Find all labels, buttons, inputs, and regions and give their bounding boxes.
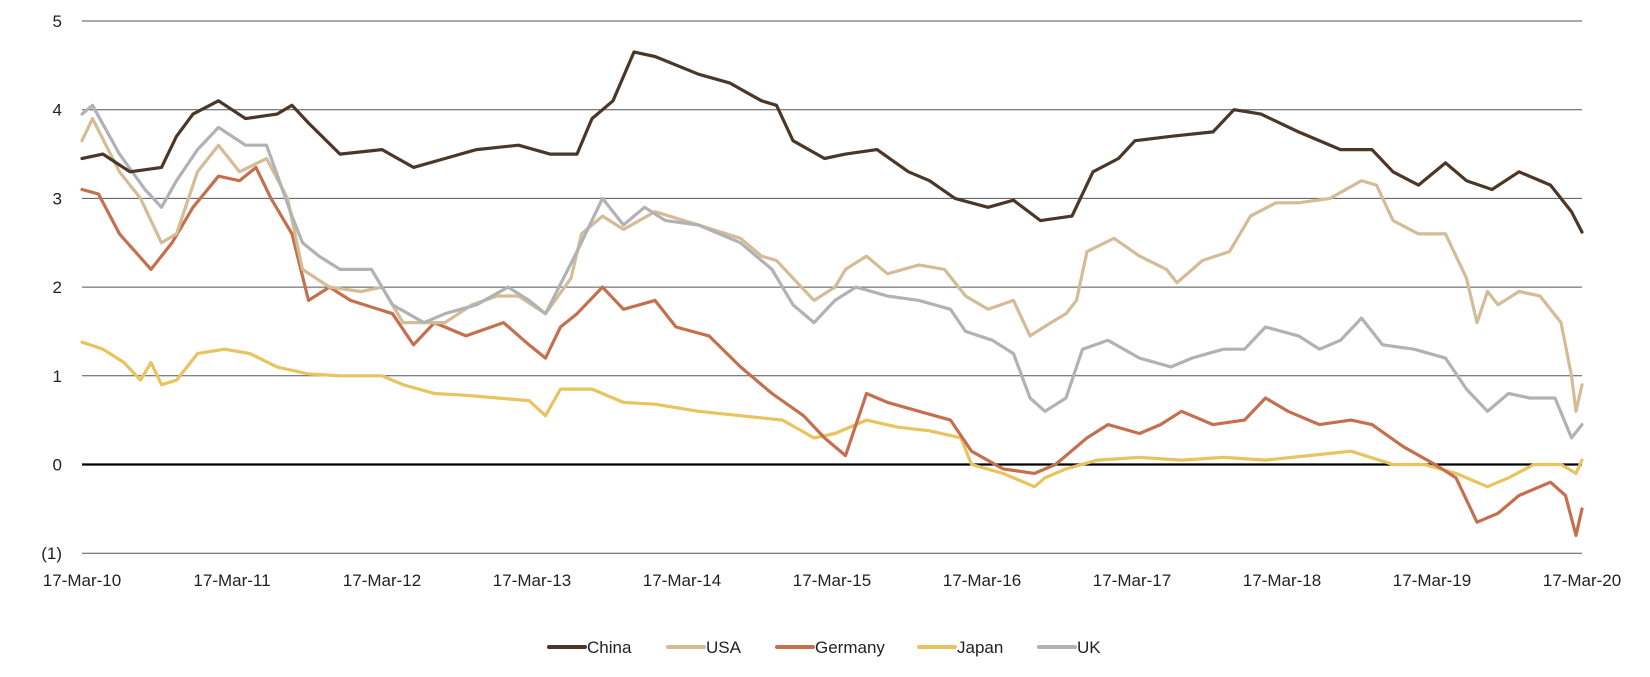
gridlines	[82, 20, 1582, 554]
y-tick-label: 5	[53, 12, 62, 31]
y-tick-label: 1	[53, 367, 62, 386]
y-tick-label: (1)	[41, 544, 62, 563]
x-tick-label: 17-Mar-20	[1543, 571, 1621, 590]
legend-label: Germany	[815, 638, 885, 657]
x-tick-label: 17-Mar-12	[343, 571, 421, 590]
x-tick-label: 17-Mar-19	[1393, 571, 1471, 590]
x-tick-label: 17-Mar-14	[643, 571, 721, 590]
y-tick-label: 2	[53, 278, 62, 297]
series-line-china	[80, 50, 1584, 234]
legend: China USA Germany Japan UK	[547, 638, 1101, 657]
x-tick-label: 17-Mar-10	[43, 571, 121, 590]
series-line-germany	[80, 165, 1584, 538]
y-tick-label: 0	[53, 456, 62, 475]
y-tick-label: 3	[53, 189, 62, 208]
x-tick-label: 17-Mar-16	[943, 571, 1021, 590]
series-line-uk	[80, 103, 1584, 440]
legend-label: UK	[1077, 638, 1101, 657]
legend-item-uk: UK	[1037, 638, 1101, 657]
series-line-japan	[80, 340, 1584, 489]
legend-label: Japan	[957, 638, 1003, 657]
y-axis: 5 4 3 2 1 0 (1)	[41, 12, 62, 563]
x-tick-label: 17-Mar-18	[1243, 571, 1321, 590]
legend-label: China	[587, 638, 632, 657]
x-axis: 17-Mar-10 17-Mar-11 17-Mar-12 17-Mar-13 17-M…	[43, 571, 1621, 590]
legend-label: USA	[706, 638, 742, 657]
y-tick-label: 4	[53, 101, 62, 120]
x-tick-label: 17-Mar-11	[193, 571, 270, 590]
series-lines	[80, 50, 1584, 538]
x-tick-label: 17-Mar-15	[793, 571, 871, 590]
x-tick-label: 17-Mar-17	[1093, 571, 1171, 590]
legend-item-japan: Japan	[917, 638, 1003, 657]
legend-item-germany: Germany	[775, 638, 885, 657]
legend-item-china: China	[547, 638, 632, 657]
series-line-usa	[80, 117, 1584, 413]
legend-item-usa: USA	[666, 638, 742, 657]
x-tick-label: 17-Mar-13	[493, 571, 571, 590]
